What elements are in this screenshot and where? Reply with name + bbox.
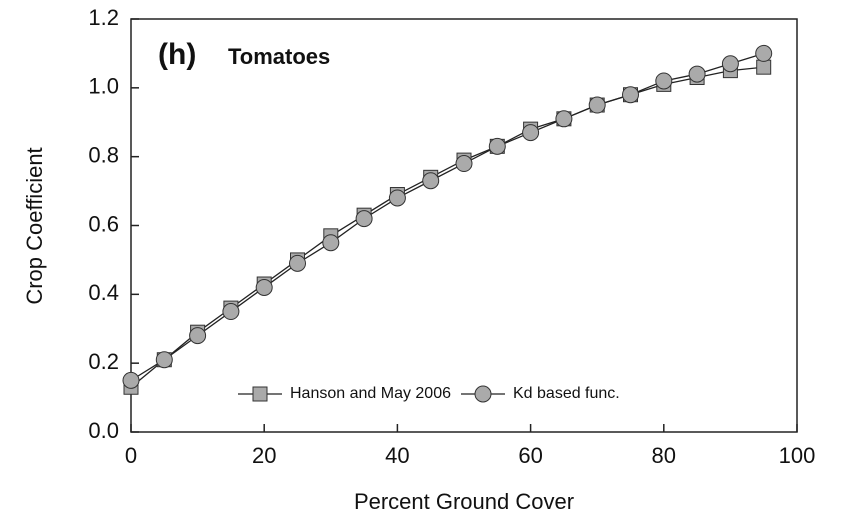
data-point xyxy=(189,327,207,345)
legend-label: Hanson and May 2006 xyxy=(290,385,451,402)
data-point xyxy=(522,124,540,142)
data-point xyxy=(721,55,739,73)
y-tick-label: 0.0 xyxy=(88,418,119,443)
y-tick-label: 0.4 xyxy=(88,280,119,305)
data-point xyxy=(388,189,406,207)
y-tick-label: 1.2 xyxy=(88,5,119,30)
legend-label: Kd based func. xyxy=(513,385,620,402)
x-tick-label: 40 xyxy=(385,443,409,468)
series-line xyxy=(130,52,764,381)
data-point xyxy=(488,137,506,155)
x-tick-label: 20 xyxy=(252,443,276,468)
data-point xyxy=(322,234,340,252)
data-point xyxy=(555,110,573,128)
y-axis-label: Crop Coefficient xyxy=(22,147,47,304)
y-tick-label: 0.6 xyxy=(88,211,119,236)
data-point xyxy=(355,210,373,228)
x-tick-label: 0 xyxy=(125,443,137,468)
legend-marker xyxy=(252,386,268,402)
y-tick-label: 0.2 xyxy=(88,349,119,374)
legend-marker xyxy=(474,385,492,403)
data-point xyxy=(289,254,306,272)
x-tick-label: 60 xyxy=(518,443,542,468)
data-point xyxy=(222,303,240,321)
data-point xyxy=(756,59,772,75)
data-point xyxy=(755,44,773,62)
x-tick-label: 80 xyxy=(652,443,676,468)
x-tick-label: 100 xyxy=(779,443,816,468)
panel-label: (h) xyxy=(158,38,196,71)
data-point xyxy=(255,278,273,296)
x-axis-label: Percent Ground Cover xyxy=(354,489,574,514)
data-point xyxy=(422,172,440,190)
data-point xyxy=(688,65,706,83)
chart-title: Tomatoes xyxy=(228,44,330,69)
data-point xyxy=(655,72,673,90)
data-point xyxy=(588,96,606,114)
data-point xyxy=(122,371,140,389)
y-tick-label: 0.8 xyxy=(88,142,119,167)
series-line xyxy=(130,66,764,388)
data-point xyxy=(155,351,173,369)
data-point xyxy=(622,86,639,104)
y-tick-label: 1.0 xyxy=(88,74,119,99)
data-point xyxy=(455,155,473,173)
